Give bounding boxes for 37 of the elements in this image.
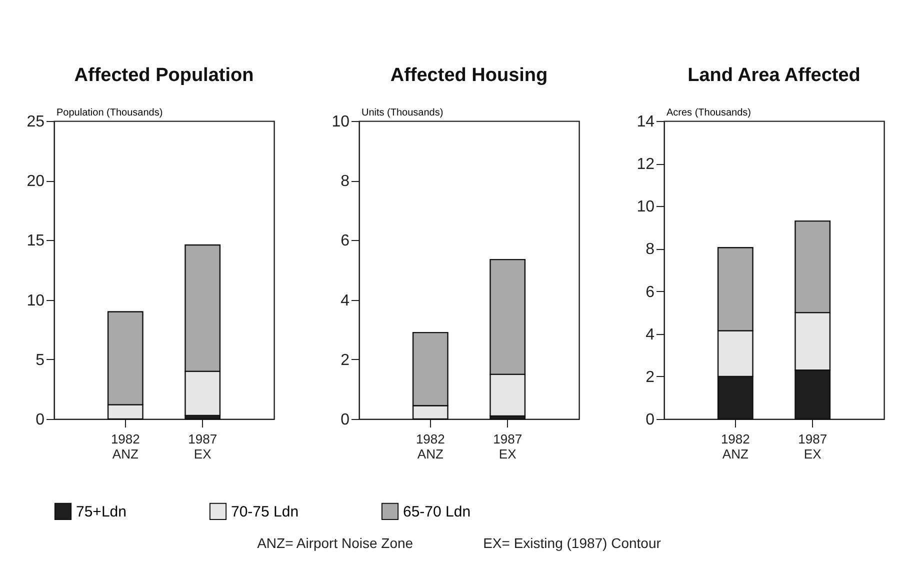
legend-label: 70-75 Ldn: [231, 503, 299, 520]
x-tick-label: 1987 EX: [188, 432, 218, 462]
y-axis-title: Units (Thousands): [362, 108, 444, 118]
y-tick-label: 10: [636, 198, 655, 216]
y-tick-label: 6: [340, 232, 350, 250]
y-tick-label: 5: [36, 352, 45, 369]
y-tick-label: 10: [332, 114, 350, 130]
chart-title: Land Area Affected: [688, 65, 860, 86]
y-tick-label: 15: [26, 232, 45, 250]
x-tick-label: 1987 EX: [493, 432, 522, 462]
chart-title: Affected Population: [74, 65, 254, 86]
legend-label: 65-70 Ldn: [403, 503, 471, 520]
y-tick-label: 4: [340, 292, 350, 310]
y-tick-label: 0: [36, 412, 45, 428]
y-tick-label: 6: [646, 284, 655, 301]
x-tick-label: 1982 ANZ: [110, 432, 140, 462]
y-tick-label: 25: [26, 114, 45, 130]
chart-title: Affected Housing: [390, 65, 548, 86]
y-tick-label: 8: [340, 173, 350, 190]
y-tick-label: 2: [646, 368, 655, 386]
x-tick-label: 1987 EX: [798, 432, 828, 462]
y-tick-label: 10: [26, 292, 45, 310]
y-tick-label: 4: [646, 326, 655, 344]
y-tick-label: 20: [26, 173, 45, 190]
y-tick-label: 0: [646, 412, 655, 428]
y-axis-title: Acres (Thousands): [666, 108, 751, 118]
text: EX= Existing (1987) Contour: [483, 535, 661, 551]
y-tick-label: 8: [646, 241, 655, 258]
y-tick-label: 0: [340, 412, 350, 428]
y-tick-label: 2: [340, 352, 350, 369]
y-tick-label: 14: [636, 114, 655, 130]
x-tick-label: 1982 ANZ: [416, 432, 445, 462]
y-axis-title: Population (Thousands): [56, 108, 163, 118]
legend-label: 75+Ldn: [76, 503, 126, 520]
x-tick-label: 1982 ANZ: [720, 432, 750, 462]
text: ANZ= Airport Noise Zone: [257, 535, 414, 551]
y-tick-label: 12: [636, 156, 655, 174]
